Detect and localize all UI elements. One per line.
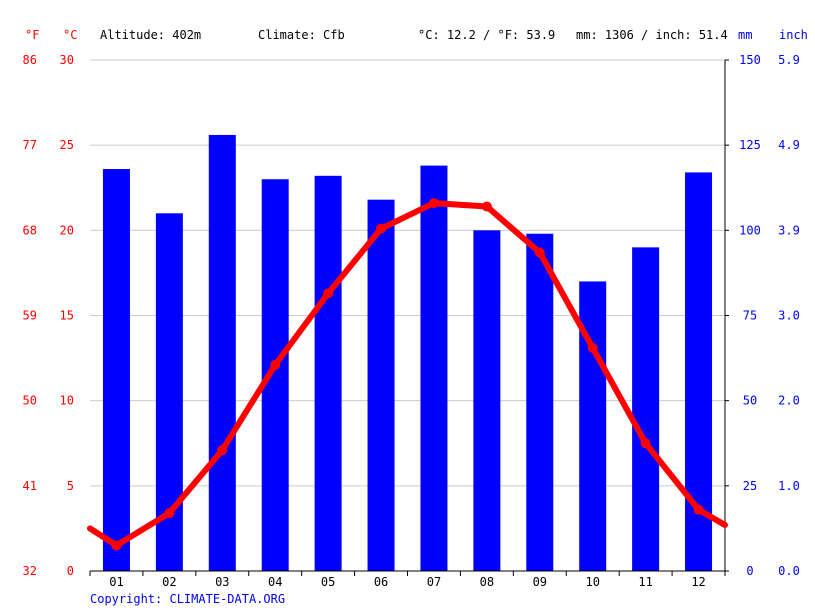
- fahrenheit-tick-label: 50: [23, 394, 37, 408]
- precipitation-bar: [367, 199, 395, 571]
- temperature-point: [587, 342, 598, 353]
- inch-tick-label: 2.0: [778, 394, 800, 408]
- temperature-point: [693, 504, 704, 515]
- inch-tick-label: 5.9: [778, 53, 800, 67]
- precipitation-bar: [473, 230, 501, 572]
- precipitation-bar: [632, 247, 660, 571]
- inch-tick-label: 3.9: [778, 223, 800, 237]
- mm-tick-label: 0: [746, 564, 753, 578]
- celsius-tick-label: 0: [67, 564, 74, 578]
- temperature-line-path: [87, 200, 728, 549]
- month-tick-label: 07: [427, 575, 441, 589]
- month-tick-label: 09: [533, 575, 547, 589]
- fahrenheit-tick-label: 41: [23, 479, 37, 493]
- month-tick-label: 11: [638, 575, 652, 589]
- climate-label: Climate: Cfb: [258, 28, 345, 42]
- altitude-label: Altitude: 402m: [100, 28, 202, 42]
- mm-tick-label: 125: [739, 138, 761, 152]
- fahrenheit-tick-label: 32: [23, 564, 37, 578]
- month-tick-label: 02: [162, 575, 176, 589]
- month-tick-label: 10: [585, 575, 599, 589]
- temperature-point: [323, 288, 334, 299]
- mm-unit-label: mm: [738, 28, 753, 42]
- fahrenheit-tick-label: 86: [23, 53, 37, 67]
- temperature-point: [481, 201, 492, 212]
- temperature-point: [111, 540, 122, 551]
- mm-tick-label: 150: [739, 53, 761, 67]
- fahrenheit-tick-label: 68: [23, 223, 37, 237]
- celsius-tick-label: 30: [60, 53, 74, 67]
- temperature-line: [87, 198, 728, 551]
- fahrenheit-unit-label: °F: [25, 28, 40, 42]
- mm-tick-label: 75: [743, 309, 757, 323]
- mm-tick-label: 25: [743, 479, 757, 493]
- inch-unit-label: inch: [779, 28, 808, 42]
- celsius-tick-label: 15: [60, 309, 74, 323]
- temperature-point: [640, 438, 651, 449]
- precipitation-bar: [314, 175, 342, 571]
- temperature-point: [270, 359, 281, 370]
- precipitation-bar: [420, 165, 448, 571]
- temperature-point: [217, 445, 228, 456]
- celsius-tick-label: 25: [60, 138, 74, 152]
- inch-tick-label: 1.0: [778, 479, 800, 493]
- mm-tick-label: 50: [743, 394, 757, 408]
- month-tick-label: 06: [374, 575, 388, 589]
- precipitation-bar: [526, 233, 554, 572]
- mm-tick-label: 100: [739, 223, 761, 237]
- temperature-point: [428, 198, 439, 209]
- celsius-tick-label: 10: [60, 394, 74, 408]
- temperature-point: [376, 223, 387, 234]
- celsius-tick-label: 20: [60, 223, 74, 237]
- month-tick-label: 01: [109, 575, 123, 589]
- month-tick-label: 05: [321, 575, 335, 589]
- precipitation-bar: [102, 169, 130, 571]
- fahrenheit-tick-label: 59: [23, 309, 37, 323]
- grid-lines: [90, 59, 725, 487]
- inch-tick-label: 3.0: [778, 309, 800, 323]
- avg-temperature-label: °C: 12.2 / °F: 53.9: [418, 28, 556, 42]
- axis-labels: 32 0 0 0.041 5 25 1.050 10 50 2.059 15 75 3.068 20 100…: [23, 53, 800, 589]
- temperature-point: [534, 247, 545, 258]
- precipitation-bar: [208, 134, 236, 572]
- month-tick-label: 08: [480, 575, 494, 589]
- precipitation-bar: [685, 172, 713, 572]
- axes: [89, 59, 729, 576]
- celsius-unit-label: °C: [63, 28, 78, 42]
- month-tick-label: 12: [691, 575, 705, 589]
- month-tick-label: 04: [268, 575, 282, 589]
- inch-tick-label: 0.0: [778, 564, 800, 578]
- fahrenheit-tick-label: 77: [23, 138, 37, 152]
- precipitation-bars: [102, 134, 713, 572]
- inch-tick-label: 4.9: [778, 138, 800, 152]
- temperature-point: [164, 508, 175, 519]
- month-tick-label: 03: [215, 575, 229, 589]
- avg-precipitation-label: mm: 1306 / inch: 51.4: [576, 28, 728, 42]
- celsius-tick-label: 5: [67, 479, 74, 493]
- copyright-link[interactable]: Copyright: CLIMATE-DATA.ORG: [90, 592, 286, 606]
